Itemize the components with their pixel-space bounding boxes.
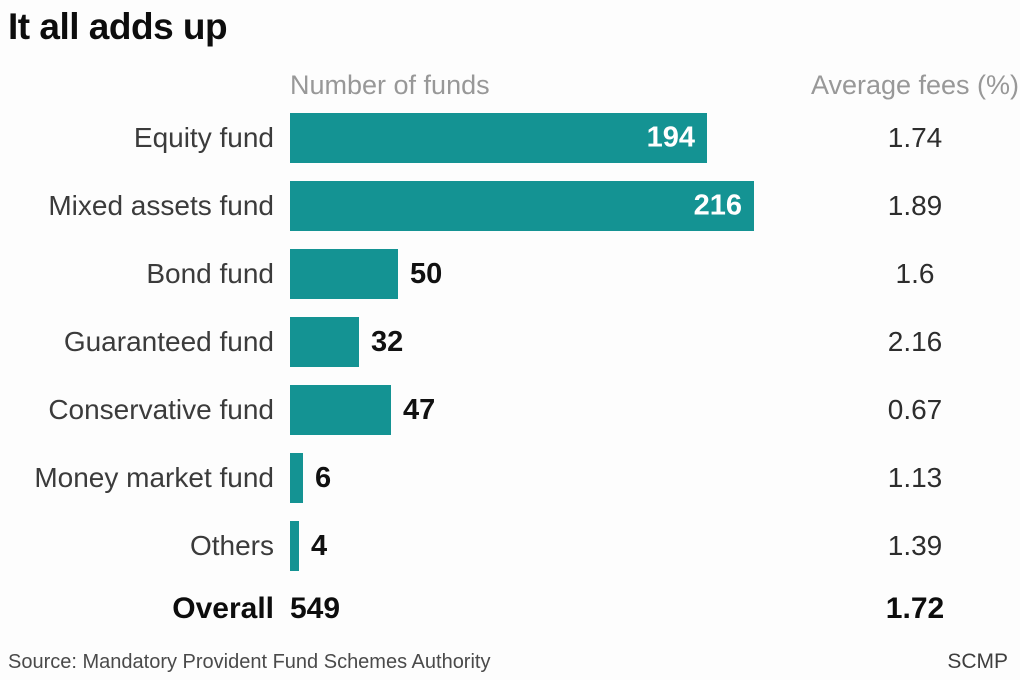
funds-column-header: Number of funds xyxy=(290,70,490,100)
bar-wrap: 4 4 xyxy=(290,521,810,571)
chart-row-money-market-fund: Money market fund 6 6 1.13 xyxy=(0,453,1020,503)
overall-fee-value: 1.72 xyxy=(885,592,945,625)
fee-value: 1.13 xyxy=(887,462,943,493)
fee-value: 1.89 xyxy=(887,190,943,221)
chart-row-bond-fund: Bond fund 50 50 1.6 xyxy=(0,249,1020,299)
footer: Source: Mandatory Provident Fund Schemes… xyxy=(0,650,1020,674)
bar: 216 xyxy=(290,181,754,231)
chart-row-mixed-assets-fund: Mixed assets fund 216 216 1.89 xyxy=(0,181,1020,231)
category-label: Guaranteed fund xyxy=(63,326,274,357)
bar: 4 xyxy=(290,521,299,571)
bar-wrap: 32 32 xyxy=(290,317,810,367)
publisher-credit: SCMP xyxy=(947,650,1008,673)
bar-wrap: 194 194 xyxy=(290,113,810,163)
bar: 6 xyxy=(290,453,303,503)
bar-value: 216 xyxy=(693,189,742,222)
overall-label: Overall xyxy=(172,592,274,625)
category-label: Mixed assets fund xyxy=(48,190,274,221)
overall-funds-value: 549 xyxy=(290,592,341,625)
bar-value: 32 xyxy=(371,325,404,358)
category-label: Others xyxy=(189,530,274,561)
bar: 50 xyxy=(290,249,398,299)
fee-value: 0.67 xyxy=(887,394,943,425)
category-label: Bond fund xyxy=(146,258,274,289)
fees-column-header: Average fees (%) xyxy=(810,70,1020,100)
fee-value: 1.39 xyxy=(887,530,943,561)
chart-row-conservative-fund: Conservative fund 47 47 0.67 xyxy=(0,385,1020,435)
fee-value: 1.6 xyxy=(895,258,935,289)
bar-value: 50 xyxy=(410,257,443,290)
category-label: Equity fund xyxy=(133,122,274,153)
bar-wrap: 50 50 xyxy=(290,249,810,299)
source-attribution: Source: Mandatory Provident Fund Schemes… xyxy=(8,651,491,673)
column-headers: Number of funds Average fees (%) xyxy=(0,70,1020,101)
bar-wrap: 47 47 xyxy=(290,385,810,435)
fee-value: 1.74 xyxy=(887,122,943,153)
chart-row-guaranteed-fund: Guaranteed fund 32 32 2.16 xyxy=(0,317,1020,367)
bar: 32 xyxy=(290,317,359,367)
bar-value: 194 xyxy=(646,121,695,154)
bar-wrap: 216 216 xyxy=(290,181,810,231)
fee-value: 2.16 xyxy=(887,326,943,357)
chart-row-others: Others 4 4 1.39 xyxy=(0,521,1020,571)
chart-title: It all adds up xyxy=(8,6,228,47)
chart-rows: Equity fund 194 194 1.74 Mixed assets fu… xyxy=(0,113,1020,589)
bar-wrap: 6 6 xyxy=(290,453,810,503)
chart-row-equity-fund: Equity fund 194 194 1.74 xyxy=(0,113,1020,163)
overall-row: Overall 549 1.72 xyxy=(0,592,1020,626)
bar-value: 4 xyxy=(311,529,328,562)
bar: 47 xyxy=(290,385,391,435)
category-label: Conservative fund xyxy=(48,394,274,425)
bar-value: 47 xyxy=(403,393,436,426)
bar-value: 6 xyxy=(315,461,332,494)
category-label: Money market fund xyxy=(34,462,274,493)
bar: 194 xyxy=(290,113,707,163)
